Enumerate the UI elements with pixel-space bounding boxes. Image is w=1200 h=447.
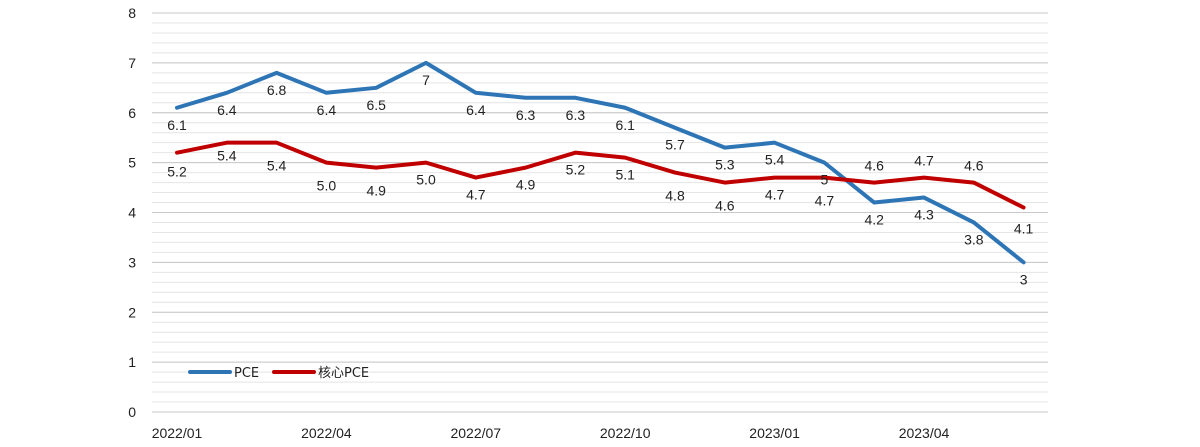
data-label: 4.7	[765, 187, 785, 203]
data-label: 5.7	[665, 137, 685, 153]
data-label: 4.6	[964, 158, 984, 174]
data-label: 4.7	[914, 153, 934, 169]
data-label: 6.3	[566, 107, 586, 123]
y-tick-label: 0	[128, 404, 136, 420]
data-label: 3.8	[964, 231, 984, 247]
data-label: 6.4	[466, 102, 486, 118]
data-label: 5.3	[715, 157, 735, 173]
data-label: 4.3	[914, 207, 934, 223]
data-label: 4.8	[665, 188, 685, 204]
data-label: 4.9	[516, 177, 536, 193]
data-label: 4.6	[864, 158, 884, 174]
series-line-core-pce	[175, 140, 1026, 210]
data-label: 6.5	[366, 97, 386, 113]
y-tick-label: 4	[128, 205, 136, 221]
data-label: 6.1	[167, 117, 187, 133]
x-tick-label: 2023/04	[899, 425, 950, 441]
y-axis: 0 1 2 3 4 5 6 7 8	[128, 5, 136, 420]
legend-label: 核心PCE	[318, 366, 369, 381]
x-axis: 2022/01 2022/04 2022/07 2022/10 2023/01 2023/…	[152, 425, 950, 441]
legend-label: PCE	[234, 366, 259, 381]
legend: PCE 核心PCE	[188, 366, 369, 381]
data-label: 5.4	[217, 148, 237, 164]
data-label: 5.2	[167, 164, 187, 180]
data-label: 4.1	[1014, 221, 1034, 237]
data-label: 3	[1020, 271, 1028, 287]
data-label: 6.4	[217, 102, 237, 118]
data-label: 5.2	[566, 162, 586, 178]
data-label: 4.7	[466, 187, 486, 203]
data-label: 5.0	[317, 178, 337, 194]
x-tick-label: 2022/07	[450, 425, 501, 441]
major-gridlines	[152, 12, 1048, 413]
y-tick-label: 2	[128, 304, 136, 320]
data-label: 5	[821, 172, 829, 188]
x-tick-label: 2022/10	[600, 425, 651, 441]
data-label: 6.3	[516, 107, 536, 123]
y-tick-label: 8	[128, 5, 136, 21]
data-label: 4.6	[715, 198, 735, 214]
x-tick-label: 2023/01	[749, 425, 800, 441]
data-labels: 6.1 6.4 6.8 6.4 6.5 7 6.4 6.3 6.3 6.1 5.7 5.3 5.4 5 4.…	[167, 72, 1033, 288]
data-label: 6.1	[615, 117, 635, 133]
x-tick-label: 2022/01	[152, 425, 203, 441]
data-label: 4.9	[366, 183, 386, 199]
data-label: 5.1	[615, 167, 635, 183]
data-label: 5.0	[416, 172, 436, 188]
y-tick-label: 3	[128, 254, 136, 270]
y-tick-label: 7	[128, 55, 136, 71]
data-label: 5.4	[267, 158, 287, 174]
data-label: 7	[422, 72, 430, 88]
data-label: 4.2	[864, 212, 884, 228]
data-label: 5.4	[765, 152, 785, 168]
data-label: 4.7	[815, 193, 835, 209]
y-tick-label: 1	[128, 354, 136, 370]
x-tick-label: 2022/04	[301, 425, 352, 441]
y-tick-label: 6	[128, 105, 136, 121]
y-tick-label: 5	[128, 155, 136, 171]
series-lines	[175, 60, 1026, 265]
data-label: 6.8	[267, 82, 287, 98]
series-line-pce	[175, 60, 1026, 265]
data-label: 6.4	[317, 102, 337, 118]
